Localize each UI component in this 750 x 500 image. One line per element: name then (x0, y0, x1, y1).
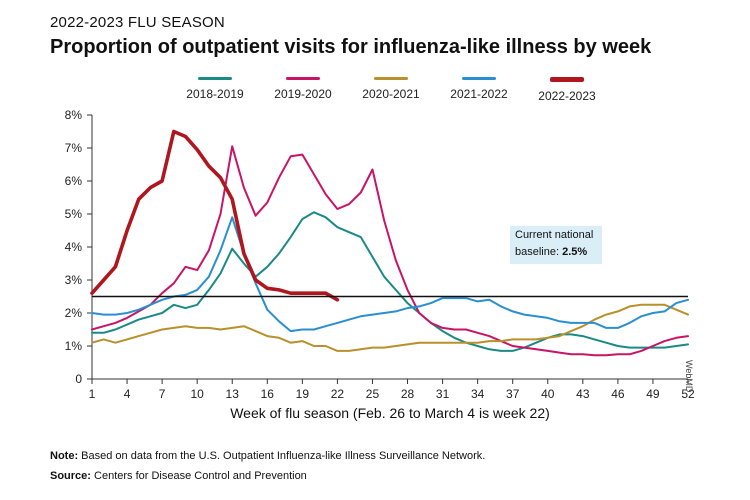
series-line-2018-2019 (91, 211, 689, 352)
source-text: Centers for Disease Control and Preventi… (90, 470, 307, 482)
x-tick-label: 52 (681, 387, 695, 401)
baseline-annotation: Current national baseline: 2.5% (510, 226, 602, 264)
x-tick-label: 28 (401, 387, 415, 401)
legend-item-2018-2019: 2018-2019 (170, 77, 260, 103)
y-tick-label: 5% (65, 207, 83, 221)
chart-legend: 2018-2019 2019-2020 2020-2021 2021-2022 … (170, 77, 610, 107)
footnote-prefix: Note: (50, 450, 79, 462)
legend-swatch-2022-2023 (550, 77, 584, 82)
source-note: Source: Centers for Disease Control and … (50, 470, 307, 482)
y-tick-label: 3% (65, 273, 83, 287)
watermark-text: WebMD (684, 360, 694, 393)
baseline-annotation-line2: baseline: 2.5% (515, 244, 597, 261)
legend-item-2019-2020: 2019-2020 (258, 77, 348, 103)
x-tick-label: 43 (576, 387, 590, 401)
legend-item-2022-2023: 2022-2023 (522, 77, 612, 105)
x-tick-label: 10 (190, 387, 204, 401)
x-tick-label: 34 (471, 387, 485, 401)
legend-swatch-2018-2019 (198, 77, 232, 80)
baseline-annotation-value: 2.5% (562, 246, 588, 258)
x-tick-label: 7 (159, 387, 166, 401)
series-line-2022-2023 (90, 129, 340, 302)
legend-label-2021-2022: 2021-2022 (450, 87, 508, 101)
footnote: Note: Based on data from the U.S. Outpat… (50, 450, 485, 462)
x-tick-label: 13 (226, 387, 240, 401)
legend-label-2020-2021: 2020-2021 (362, 87, 420, 101)
x-tick-label: 1 (89, 387, 96, 401)
baseline-annotation-line1: Current national (515, 229, 594, 241)
chart-supertitle: 2022-2023 FLU SEASON (50, 14, 225, 31)
y-tick-label: 1% (65, 339, 83, 353)
legend-swatch-2021-2022 (462, 77, 496, 80)
y-tick-label: 2% (65, 306, 83, 320)
legend-label-2018-2019: 2018-2019 (186, 87, 244, 101)
x-tick-label: 19 (296, 387, 310, 401)
footnote-text: Based on data from the U.S. Outpatient I… (78, 450, 486, 462)
y-tick-label: 7% (65, 141, 83, 155)
x-tick-label: 4 (124, 387, 131, 401)
x-tick-label: 40 (541, 387, 555, 401)
x-tick-label: 37 (506, 387, 520, 401)
x-axis-title: Week of flu season (Feb. 26 to March 4 i… (230, 405, 550, 421)
x-tick-label: 49 (646, 387, 660, 401)
y-tick-label: 8% (65, 108, 83, 122)
baseline-annotation-prefix: baseline: (515, 246, 563, 258)
series-line-2021-2022 (91, 216, 689, 333)
y-tick-label: 6% (65, 174, 83, 188)
source-prefix: Source: (50, 470, 91, 482)
series-line-2019-2020 (91, 145, 689, 357)
x-tick-label: 25 (366, 387, 380, 401)
y-tick-label: 0 (75, 372, 82, 386)
x-tick-label: 46 (611, 387, 625, 401)
y-tick-label: 4% (65, 240, 83, 254)
x-tick-label: 31 (436, 387, 450, 401)
legend-label-2019-2020: 2019-2020 (274, 87, 332, 101)
legend-item-2020-2021: 2020-2021 (346, 77, 436, 103)
legend-swatch-2020-2021 (374, 77, 408, 80)
legend-swatch-2019-2020 (286, 77, 320, 80)
x-tick-label: 22 (331, 387, 345, 401)
chart-title: Proportion of outpatient visits for infl… (50, 36, 652, 58)
x-tick-label: 16 (261, 387, 275, 401)
legend-label-2022-2023: 2022-2023 (538, 89, 596, 103)
legend-item-2021-2022: 2021-2022 (434, 77, 524, 103)
